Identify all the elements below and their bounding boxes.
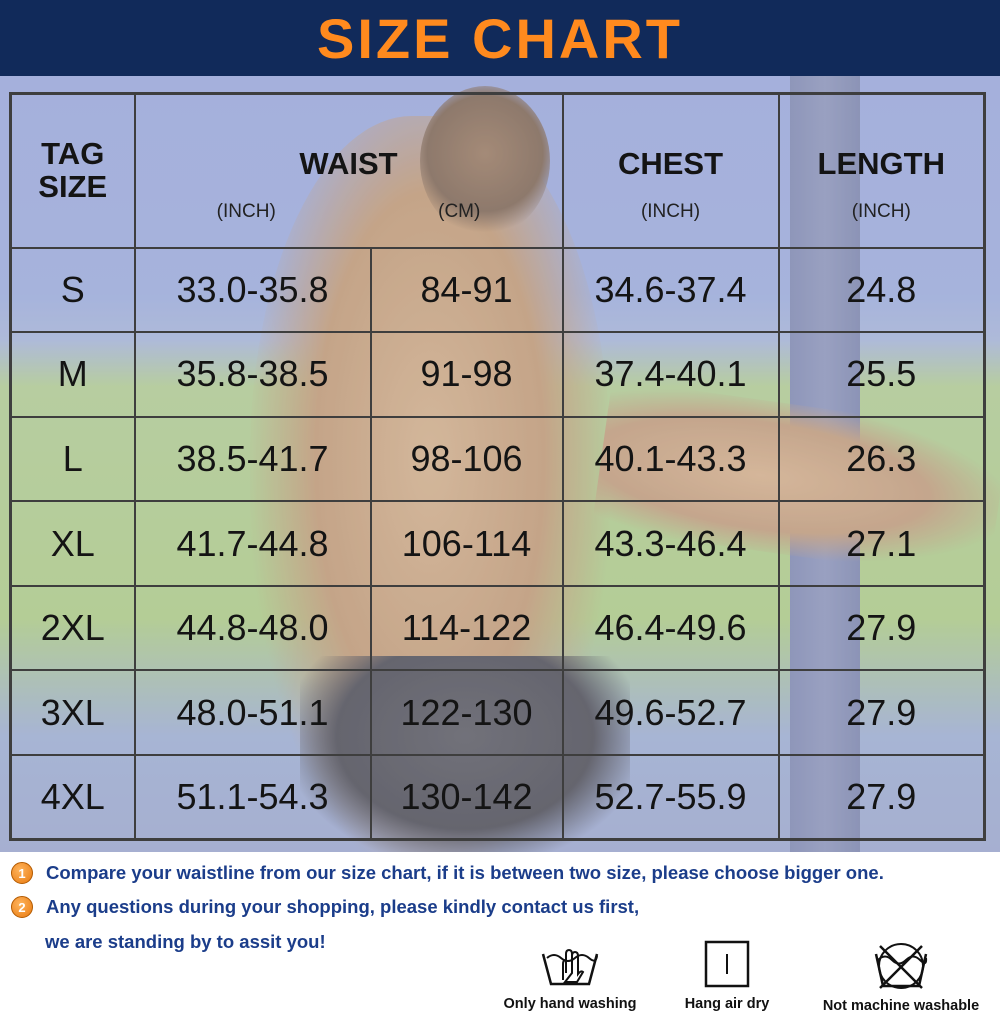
header-chest: CHEST (INCH) [561,92,780,249]
header-waist: WAIST (INCH) (CM) [133,92,564,249]
length-cell: 27.9 [777,753,986,841]
length-cell: 27.1 [777,500,986,587]
header-waist-unit-cm: (CM) [438,201,481,223]
header-chest-title: CHEST [617,146,724,182]
waist-inch-cell: 48.0-51.1 [133,669,372,756]
header-row: TAG SIZE WAIST (INCH) (CM) CHEST (INCH) L… [9,92,986,249]
care-label: Hang air dry [684,996,770,1012]
waist-inch-cell: 38.5-41.7 [133,415,372,503]
size-table: TAG SIZE WAIST (INCH) (CM) CHEST (INCH) L… [9,92,986,841]
title-banner: SIZE CHART [0,0,1000,76]
page-title: SIZE CHART [317,6,683,70]
header-tag-size: TAG SIZE [9,92,136,249]
length-cell: 27.9 [777,584,986,672]
waist-inch-cell: 51.1-54.3 [133,753,372,841]
note-2-continued: we are standing by to assit you! [45,931,326,953]
header-waist-unit-inch: (INCH) [216,201,276,223]
table-row: L 38.5-41.7 98-106 40.1-43.3 26.3 [9,415,986,503]
table-row: M 35.8-38.5 91-98 37.4-40.1 25.5 [9,331,986,418]
header-tag-line2: SIZE [38,168,108,204]
waist-cm-cell: 122-130 [369,669,564,756]
chest-cell: 40.1-43.3 [561,415,780,503]
chest-cell: 52.7-55.9 [561,753,780,841]
waist-inch-cell: 35.8-38.5 [133,331,372,418]
size-cell: M [9,331,136,418]
header-length: LENGTH (INCH) [777,92,986,249]
note-2-text-line2: we are standing by to assit you! [45,931,326,952]
care-hang-dry: Hang air dry [677,940,777,1012]
header-length-unit: (INCH) [851,201,911,223]
chest-cell: 34.6-37.4 [561,246,780,334]
header-tag-line1: TAG [41,136,105,172]
waist-cm-cell: 114-122 [369,584,564,672]
hang-dry-icon [704,940,750,988]
size-cell: 3XL [9,669,136,756]
note-1: 1 Compare your waistline from our size c… [11,862,884,884]
size-cell: XL [9,500,136,587]
note-2-text: Any questions during your shopping, plea… [46,896,640,917]
size-cell: 2XL [9,584,136,672]
length-cell: 27.9 [777,669,986,756]
size-cell: S [9,246,136,334]
table-row: S 33.0-35.8 84-91 34.6-37.4 24.8 [9,246,986,334]
size-cell: L [9,415,136,503]
length-cell: 24.8 [777,246,986,334]
chest-cell: 37.4-40.1 [561,331,780,418]
waist-inch-cell: 33.0-35.8 [133,246,372,334]
waist-inch-cell: 41.7-44.8 [133,500,372,587]
hand-wash-icon [541,948,599,986]
no-machine-wash-icon [874,943,928,989]
notes-section: 1 Compare your waistline from our size c… [0,852,1000,1018]
table-row: XL 41.7-44.8 106-114 43.3-46.4 27.1 [9,500,986,587]
table-row: 3XL 48.0-51.1 122-130 49.6-52.7 27.9 [9,669,986,756]
waist-cm-cell: 91-98 [369,331,564,418]
waist-cm-cell: 98-106 [369,415,564,503]
chest-cell: 46.4-49.6 [561,584,780,672]
header-chest-unit: (INCH) [640,201,701,223]
table-row: 4XL 51.1-54.3 130-142 52.7-55.9 27.9 [9,753,986,841]
header-length-title: LENGTH [817,146,945,182]
table-row: 2XL 44.8-48.0 114-122 46.4-49.6 27.9 [9,584,986,672]
note-2: 2 Any questions during your shopping, pl… [11,896,639,918]
waist-cm-cell: 130-142 [369,753,564,841]
care-label: Not machine washable [822,998,980,1014]
chest-cell: 49.6-52.7 [561,669,780,756]
waist-cm-cell: 84-91 [369,246,564,334]
care-hand-wash: Only hand washing [498,940,642,1012]
chest-cell: 43.3-46.4 [561,500,780,587]
length-cell: 25.5 [777,331,986,418]
bullet-number-icon: 1 [11,862,33,884]
care-no-machine-wash: Not machine washable [815,940,987,1014]
waist-cm-cell: 106-114 [369,500,564,587]
bullet-number-icon: 2 [11,896,33,918]
header-waist-title: WAIST [299,146,398,182]
care-label: Only hand washing [503,996,637,1012]
length-cell: 26.3 [777,415,986,503]
waist-inch-cell: 44.8-48.0 [133,584,372,672]
size-cell: 4XL [9,753,136,841]
note-1-text: Compare your waistline from our size cha… [46,862,884,883]
